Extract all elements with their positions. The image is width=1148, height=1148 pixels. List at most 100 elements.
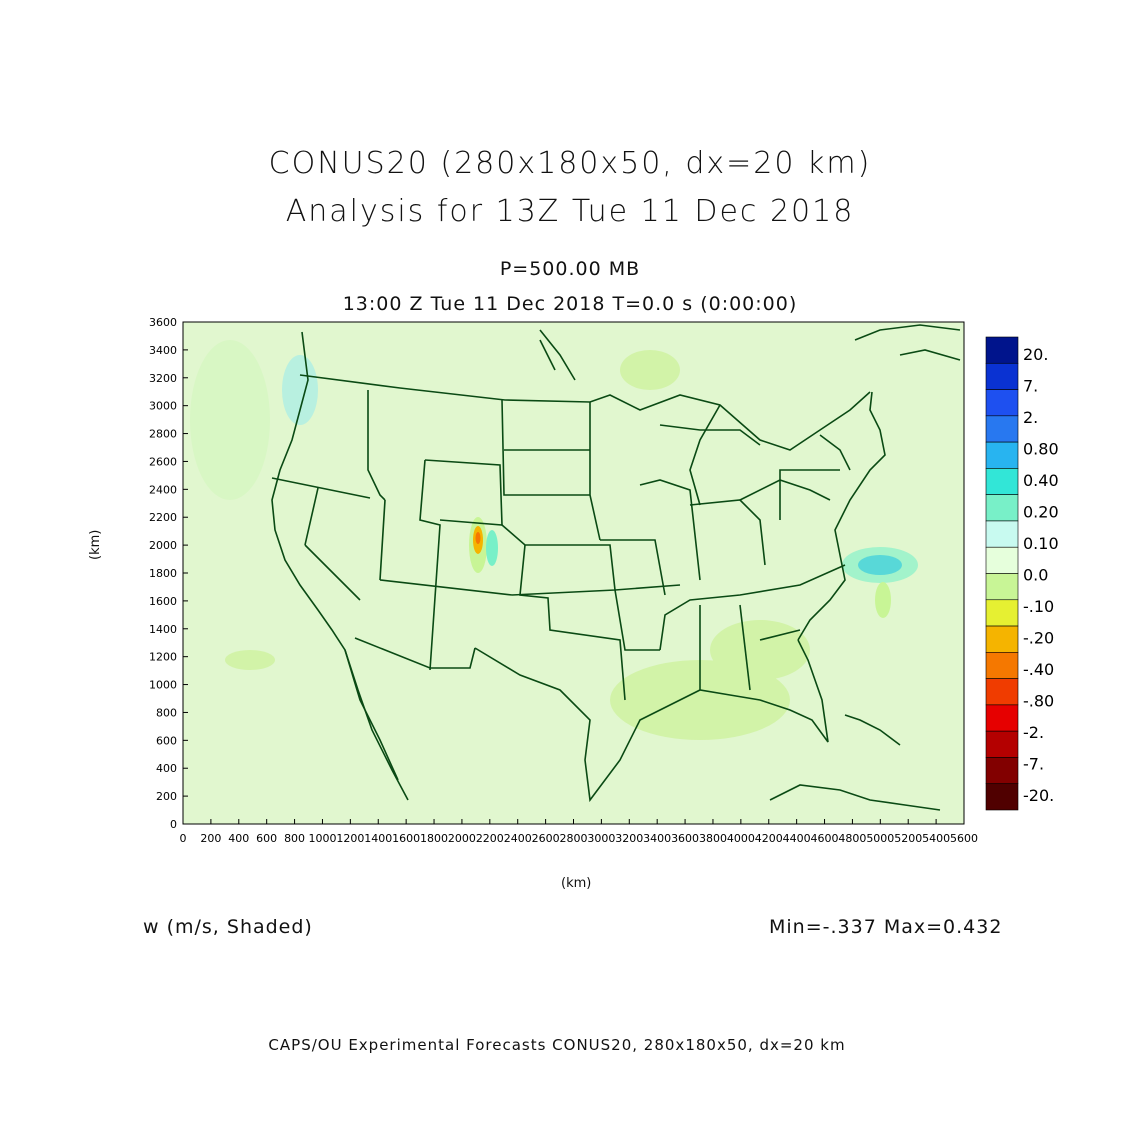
x-tick-label: 600 [256, 832, 277, 845]
x-tick-label: 2400 [504, 832, 532, 845]
y-tick-label: 1600 [149, 595, 177, 608]
colorbar-label: -7. [1023, 755, 1044, 774]
y-tick-label: 3200 [149, 372, 177, 385]
x-tick-label: 1400 [364, 832, 392, 845]
y-tick-label: 3400 [149, 344, 177, 357]
colorbar-swatch [985, 336, 1019, 364]
x-tick-label: 1000 [308, 832, 336, 845]
y-tick-label: 2800 [149, 428, 177, 441]
colorbar-swatch [985, 599, 1019, 627]
y-tick-label: 1400 [149, 623, 177, 636]
y-tick-label: 3600 [149, 316, 177, 329]
x-tick-label: 800 [284, 832, 305, 845]
analysis-title: Analysis for 13Z Tue 11 Dec 2018 [285, 194, 855, 229]
east-coastline [797, 391, 886, 641]
colorbar-swatch [985, 494, 1019, 522]
x-tick-label: 5600 [950, 832, 978, 845]
colorbar-swatch [985, 415, 1019, 443]
x-tick-label: 2600 [532, 832, 560, 845]
colorbar-swatch [985, 362, 1019, 390]
x-tick-label: 4200 [755, 832, 783, 845]
y-axis-label: (km) [88, 529, 103, 560]
x-tick-label: 4400 [783, 832, 811, 845]
y-tick-label: 1800 [149, 567, 177, 580]
colorbar-label: 0.0 [1023, 566, 1048, 585]
y-tick-label: 1200 [149, 651, 177, 664]
colorbar-label: 0.80 [1023, 439, 1059, 458]
y-tick-label: 2200 [149, 511, 177, 524]
x-tick-label: 2200 [476, 832, 504, 845]
x-tick-label: 5200 [894, 832, 922, 845]
baja-peninsula [344, 649, 399, 781]
x-tick-label: 4800 [838, 832, 866, 845]
colorbar-label: -.80 [1023, 692, 1054, 711]
gulf-coast [474, 639, 829, 803]
colorbar-swatch [985, 652, 1019, 679]
x-tick-label: 0 [180, 832, 187, 845]
y-tick-label: 1000 [149, 679, 177, 692]
colorbar: 20. 7. 2. 0.80 0.40 0.20 0.10 0.0 -.10 -.20 -.40 -.… [985, 336, 1059, 811]
colorbar-label: 0.20 [1023, 502, 1059, 521]
x-tick-label: 4600 [811, 832, 839, 845]
x-axis: 0 200 400 600 800 1000 1200 1400 1600 1800 2000 220… [180, 819, 978, 845]
canada-border [299, 374, 871, 451]
footer-credit: CAPS/OU Experimental Forecasts CONUS20, … [268, 1036, 846, 1054]
x-tick-label: 1200 [336, 832, 364, 845]
colorbar-swatch [985, 546, 1019, 574]
colorbar-label: -20. [1023, 786, 1054, 805]
x-tick-label: 1600 [392, 832, 420, 845]
colorbar-swatch [985, 441, 1019, 469]
colorbar-label: 2. [1023, 408, 1038, 427]
colorbar-label: 20. [1023, 345, 1048, 364]
x-tick-label: 3000 [587, 832, 615, 845]
min-max-label: Min=-.337 Max=0.432 [769, 916, 1003, 938]
y-tick-label: 2400 [149, 483, 177, 496]
x-tick-label: 2000 [448, 832, 476, 845]
colorbar-swatch [985, 389, 1019, 417]
x-tick-label: 1800 [420, 832, 448, 845]
y-tick-label: 200 [156, 790, 177, 803]
y-tick-label: 0 [170, 818, 177, 831]
time-label: 13:00 Z Tue 11 Dec 2018 T=0.0 s (0:00:00… [342, 293, 798, 315]
y-tick-label: 600 [156, 734, 177, 747]
x-tick-label: 2800 [560, 832, 588, 845]
colorbar-label: -2. [1023, 723, 1044, 742]
y-tick-label: 2600 [149, 455, 177, 468]
colorbar-swatch [985, 573, 1019, 601]
map-boundaries [271, 324, 961, 811]
colorbar-swatch [985, 730, 1019, 758]
colorbar-label: -.10 [1023, 597, 1054, 616]
colorbar-label: 7. [1023, 376, 1038, 395]
colorbar-label: -.40 [1023, 660, 1054, 679]
x-tick-label: 3800 [699, 832, 727, 845]
x-tick-label: 400 [228, 832, 249, 845]
x-tick-label: 3200 [615, 832, 643, 845]
main-title: CONUS20 (280x180x50, dx=20 km) [268, 146, 872, 181]
colorbar-swatch [985, 625, 1019, 653]
colorbar-swatch [985, 468, 1019, 495]
colorbar-swatch [985, 704, 1019, 732]
level-label: P=500.00 MB [499, 258, 641, 280]
w-field [183, 322, 964, 824]
x-axis-label: (km) [561, 876, 592, 891]
mexico-border [354, 637, 476, 669]
x-tick-label: 4000 [727, 832, 755, 845]
colorbar-label: 0.10 [1023, 534, 1059, 553]
y-tick-label: 800 [156, 706, 177, 719]
y-axis: 0 200 400 600 800 1000 1200 1400 1600 1800 2000 220… [149, 316, 188, 831]
y-tick-label: 3000 [149, 400, 177, 413]
y-tick-label: 400 [156, 762, 177, 775]
x-tick-label: 5000 [866, 832, 894, 845]
colorbar-swatch [985, 678, 1019, 706]
y-tick-label: 2000 [149, 539, 177, 552]
x-tick-label: 200 [200, 832, 221, 845]
colorbar-swatch [985, 757, 1019, 785]
field-label: w (m/s, Shaded) [143, 916, 313, 938]
colorbar-label: -.20 [1023, 629, 1054, 648]
x-tick-label: 3600 [671, 832, 699, 845]
x-tick-label: 3400 [643, 832, 671, 845]
x-tick-label: 5400 [922, 832, 950, 845]
colorbar-swatch [985, 783, 1019, 811]
colorbar-swatch [985, 520, 1019, 548]
